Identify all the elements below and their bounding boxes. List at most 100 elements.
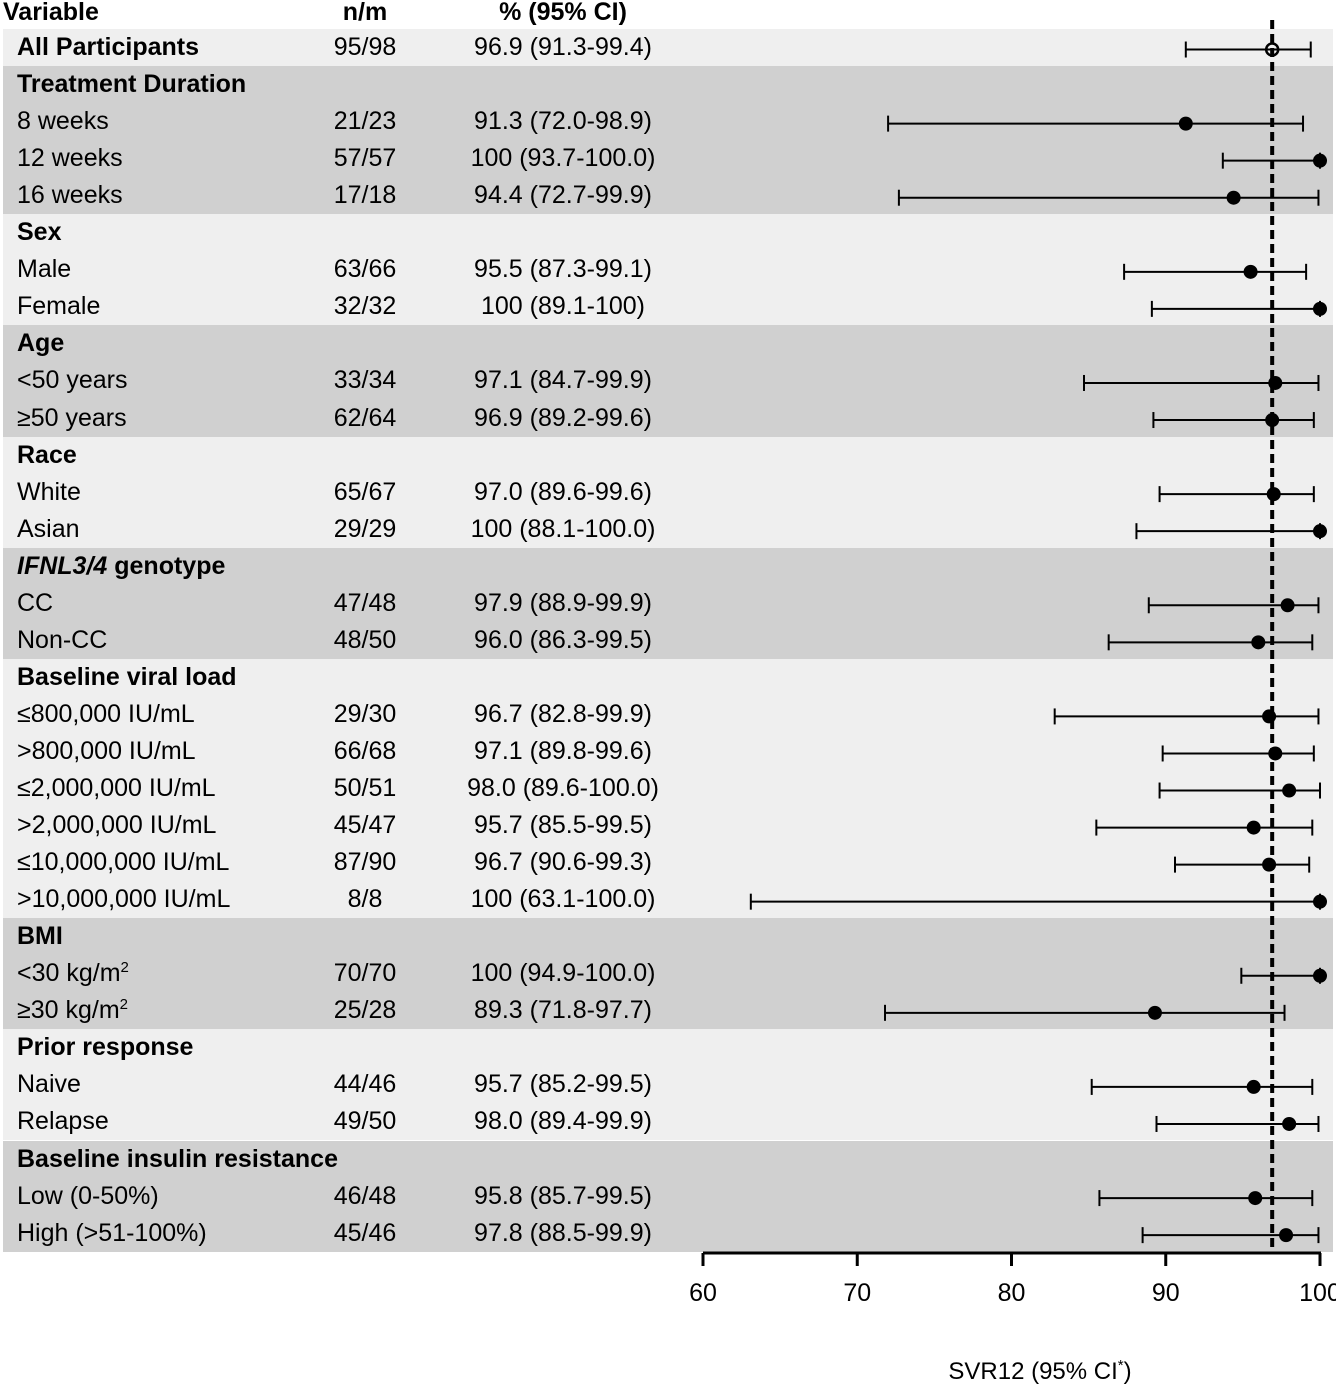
group-band: [3, 918, 1333, 1030]
row-label: 16 weeks: [17, 181, 123, 210]
row-label: White: [17, 477, 81, 506]
header-nm: n/m: [342, 0, 388, 26]
table-row: 8 weeks 21/23 91.3 (72.0-98.9): [0, 103, 700, 140]
table-row: Naive 44/46 95.7 (85.2-99.5): [0, 1066, 700, 1103]
row-label: ≥30 kg/m2: [17, 996, 128, 1025]
row-nm: 95/98: [333, 33, 397, 61]
group-header-row: Baseline insulin resistance: [0, 1141, 700, 1178]
header-pct-ci: % (95% CI): [499, 0, 627, 26]
row-nm: 44/46: [333, 1070, 397, 1099]
row-nm: 46/48: [333, 1181, 397, 1210]
row-pct-ci: 96.9 (89.2-99.6): [474, 403, 652, 432]
row-nm: 29/30: [333, 699, 397, 728]
group-band: [3, 1140, 1333, 1252]
row-nm: 8/8: [347, 885, 383, 914]
row-label: >10,000,000 IU/mL: [17, 885, 231, 914]
row-label: <50 years: [17, 366, 128, 395]
table-row: Relapse 49/50 98.0 (89.4-99.9): [0, 1103, 700, 1140]
row-pct-ci: 96.0 (86.3-99.5): [474, 625, 652, 654]
row-label: 12 weeks: [17, 144, 123, 173]
row-pct-ci: 96.7 (82.8-99.9): [474, 699, 652, 728]
row-label: ≥50 years: [17, 403, 127, 432]
group-header-row: Sex: [0, 214, 700, 251]
x-tick-label: 100: [1299, 1279, 1336, 1307]
row-label: CC: [17, 588, 54, 617]
table-row: ≤2,000,000 IU/mL 50/51 98.0 (89.6-100.0): [0, 770, 700, 807]
point-estimate: [1248, 1191, 1263, 1206]
row-label: Sex: [17, 218, 62, 247]
table-row: >10,000,000 IU/mL 8/8 100 (63.1-100.0): [0, 881, 700, 918]
group-header-row: Prior response: [0, 1029, 700, 1066]
row-pct-ci: 100 (89.1-100): [480, 292, 646, 321]
row-label: Female: [17, 292, 101, 321]
header-variable: Variable: [3, 0, 99, 26]
table-row: <30 kg/m2 70/70 100 (94.9-100.0): [0, 955, 700, 992]
group-header-row: BMI: [0, 918, 700, 955]
row-label: 8 weeks: [17, 107, 109, 136]
table-row: Asian 29/29 100 (88.1-100.0): [0, 511, 700, 548]
row-pct-ci: 95.5 (87.3-99.1): [474, 255, 652, 284]
point-estimate: [1313, 968, 1327, 983]
row-pct-ci: 100 (94.9-100.0): [470, 959, 656, 988]
table-row: White 65/67 97.0 (89.6-99.6): [0, 474, 700, 511]
row-nm: 45/47: [333, 811, 397, 840]
row-pct-ci: 95.8 (85.7-99.5): [474, 1181, 652, 1210]
point-estimate: [1265, 413, 1280, 428]
point-estimate: [1313, 524, 1327, 539]
row-pct-ci: 97.0 (89.6-99.6): [474, 477, 652, 506]
table-row: All Participants 95/98 96.9 (91.3-99.4): [0, 29, 700, 66]
point-estimate: [1280, 598, 1295, 613]
row-nm: 47/48: [333, 588, 397, 617]
table-row: Male 63/66 95.5 (87.3-99.1): [0, 251, 700, 288]
row-pct-ci: 97.1 (89.8-99.6): [474, 736, 652, 765]
point-estimate: [1147, 1005, 1162, 1020]
row-label: >800,000 IU/mL: [17, 736, 196, 765]
row-label: Relapse: [17, 1107, 109, 1136]
x-tick-label: 60: [689, 1279, 717, 1307]
group-band: [3, 214, 1333, 326]
row-pct-ci: 100 (63.1-100.0): [470, 885, 656, 914]
table-row: <50 years 33/34 97.1 (84.7-99.9): [0, 362, 700, 399]
group-band: [3, 547, 1333, 659]
row-nm: 17/18: [333, 181, 397, 210]
row-nm: 25/28: [333, 996, 397, 1025]
row-pct-ci: 97.8 (88.5-99.9): [474, 1218, 652, 1247]
row-pct-ci: 100 (93.7-100.0): [470, 144, 656, 173]
row-label: Asian: [17, 514, 80, 543]
row-nm: 65/67: [333, 477, 397, 506]
row-nm: 45/46: [333, 1218, 397, 1247]
group-band: [3, 29, 1333, 67]
row-label: IFNL3/4 genotype: [17, 551, 226, 580]
point-estimate: [1262, 857, 1277, 872]
point-estimate: [1268, 375, 1283, 390]
row-nm: 70/70: [333, 959, 397, 988]
row-nm: 57/57: [333, 144, 397, 173]
group-header-row: IFNL3/4 genotype: [0, 548, 700, 585]
point-estimate: [1243, 264, 1258, 279]
row-label: ≤2,000,000 IU/mL: [17, 774, 216, 802]
table-row: ≥30 kg/m2 25/28 89.3 (71.8-97.7): [0, 992, 700, 1029]
point-estimate: [1282, 1116, 1297, 1131]
row-pct-ci: 94.4 (72.7-99.9): [474, 181, 652, 210]
group-header-row: Treatment Duration: [0, 66, 700, 103]
table-row: CC 47/48 97.9 (88.9-99.9): [0, 585, 700, 622]
row-label: Naive: [17, 1070, 81, 1099]
row-label: BMI: [17, 922, 63, 951]
row-nm: 50/51: [333, 774, 397, 802]
table-row: Non-CC 48/50 96.0 (86.3-99.5): [0, 622, 700, 659]
point-estimate: [1262, 709, 1277, 724]
row-label: <30 kg/m2: [17, 959, 129, 988]
row-label: Treatment Duration: [17, 70, 247, 99]
row-label: All Participants: [17, 33, 199, 61]
group-band: [3, 436, 1333, 548]
x-axis-label: SVR12 (95% CI*): [948, 1357, 1132, 1385]
row-label: Race: [17, 440, 77, 469]
row-pct-ci: 96.7 (90.6-99.3): [474, 848, 652, 877]
point-estimate: [1251, 635, 1266, 650]
row-pct-ci: 97.1 (84.7-99.9): [474, 366, 652, 395]
row-nm: 62/64: [333, 403, 397, 432]
point-estimate: [1313, 153, 1327, 168]
row-label: Baseline viral load: [17, 662, 237, 691]
row-pct-ci: 98.0 (89.6-100.0): [467, 774, 659, 802]
